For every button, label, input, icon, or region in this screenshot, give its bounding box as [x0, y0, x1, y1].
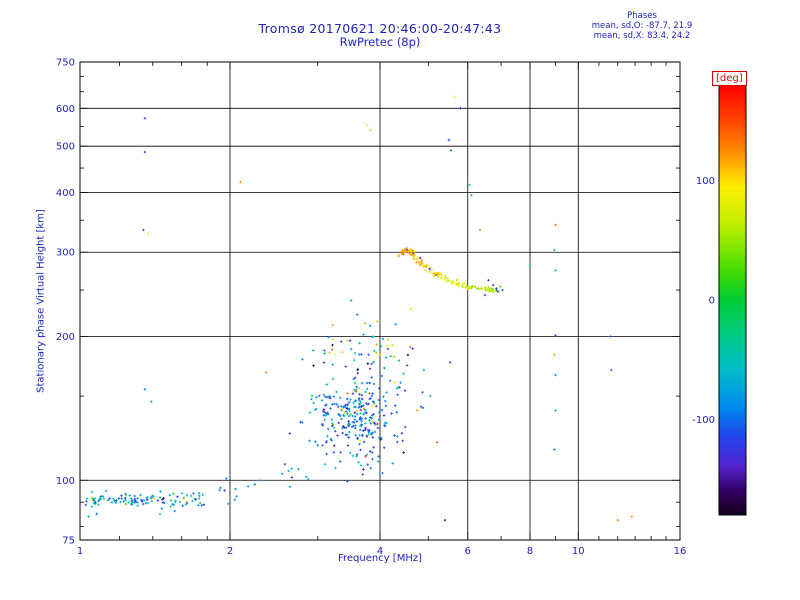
phase-stats-o-mode: mean, sd,O: -87.7, 21.9 — [591, 21, 693, 31]
grid-lines — [80, 62, 680, 540]
svg-text:4: 4 — [377, 546, 383, 557]
phase-stats: Phases mean, sd,O: -87.7, 21.9 mean, sd,… — [583, 11, 701, 41]
svg-text:2: 2 — [227, 546, 233, 557]
x-axis-label: Frequency [MHz] — [337, 553, 423, 564]
svg-text:750: 750 — [56, 58, 75, 69]
svg-text:8: 8 — [527, 546, 533, 557]
axes — [79, 61, 681, 541]
svg-text:200: 200 — [56, 332, 75, 343]
svg-text:16: 16 — [674, 546, 687, 557]
colorbar: 100 0 -100 — [692, 84, 747, 516]
tick-labels: 1 2 4 6 8 10 16 75 100 200 300 400 500 600 750 — [56, 58, 686, 558]
y-axis-label: Stationary phase Virtual Height [km] — [35, 209, 47, 393]
chart-title: Tromsø 20170621 20:46:00-20:47:43 — [258, 21, 502, 36]
svg-text:400: 400 — [56, 188, 75, 199]
svg-text:300: 300 — [56, 248, 75, 259]
chart-subtitle: RwPretec (8p) — [339, 35, 421, 49]
phase-stats-x-mode: mean, sd,X: 83.4, 24.2 — [593, 31, 691, 41]
colorbar-unit-label: [deg] — [712, 71, 747, 86]
svg-text:-100: -100 — [692, 415, 715, 426]
svg-text:100: 100 — [56, 476, 75, 487]
scatter-points — [84, 95, 633, 522]
svg-text:100: 100 — [696, 176, 715, 187]
svg-text:500: 500 — [56, 142, 75, 153]
svg-text:10: 10 — [572, 546, 585, 557]
phase-stats-title: Phases — [627, 11, 657, 21]
svg-text:0: 0 — [709, 296, 715, 307]
svg-text:1: 1 — [77, 546, 83, 557]
svg-text:600: 600 — [56, 104, 75, 115]
svg-text:75: 75 — [62, 536, 75, 547]
svg-text:6: 6 — [465, 546, 471, 557]
